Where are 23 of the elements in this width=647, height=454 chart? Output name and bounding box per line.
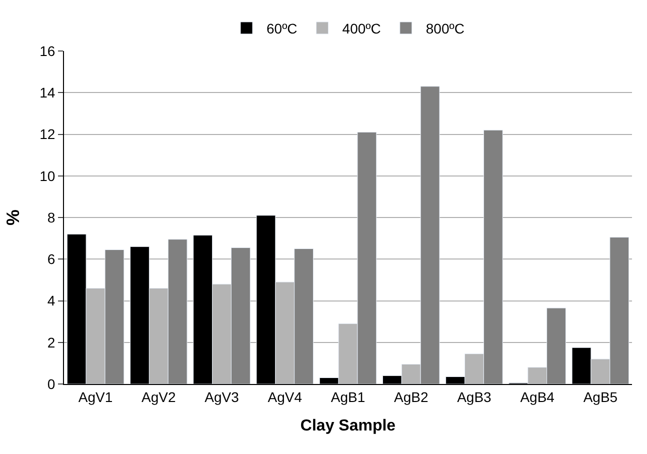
x-tick-label: AgB4 — [520, 388, 555, 405]
x-axis-title: Clay Sample — [300, 418, 396, 434]
y-tick-label: 14 — [40, 84, 56, 101]
x-tick-label: AgV4 — [268, 388, 302, 405]
y-axis-title: % — [2, 209, 23, 226]
legend-label: 60ºC — [266, 20, 298, 36]
legend-label: 400ºC — [342, 20, 381, 36]
y-tick-label: 4 — [47, 292, 56, 309]
x-tick-label: AgV3 — [204, 388, 240, 405]
x-tick-label: AgV2 — [142, 388, 176, 405]
x-tick-label: AgB1 — [330, 388, 366, 405]
x-tick-label: AgV1 — [78, 388, 113, 405]
y-tick-label: 8 — [47, 209, 56, 226]
x-tick-label: AgB3 — [457, 388, 492, 405]
y-tick-label: 16 — [40, 42, 56, 59]
y-tick-label: 2 — [47, 334, 56, 350]
legend-label: 800ºC — [426, 20, 464, 36]
x-tick-label: AgB5 — [583, 388, 618, 405]
x-tick-label: AgB2 — [394, 388, 428, 405]
y-tick-label: 10 — [40, 168, 56, 184]
y-tick-label: 6 — [47, 251, 56, 268]
y-tick-label: 12 — [40, 126, 56, 142]
y-tick-label: 0 — [47, 376, 56, 392]
